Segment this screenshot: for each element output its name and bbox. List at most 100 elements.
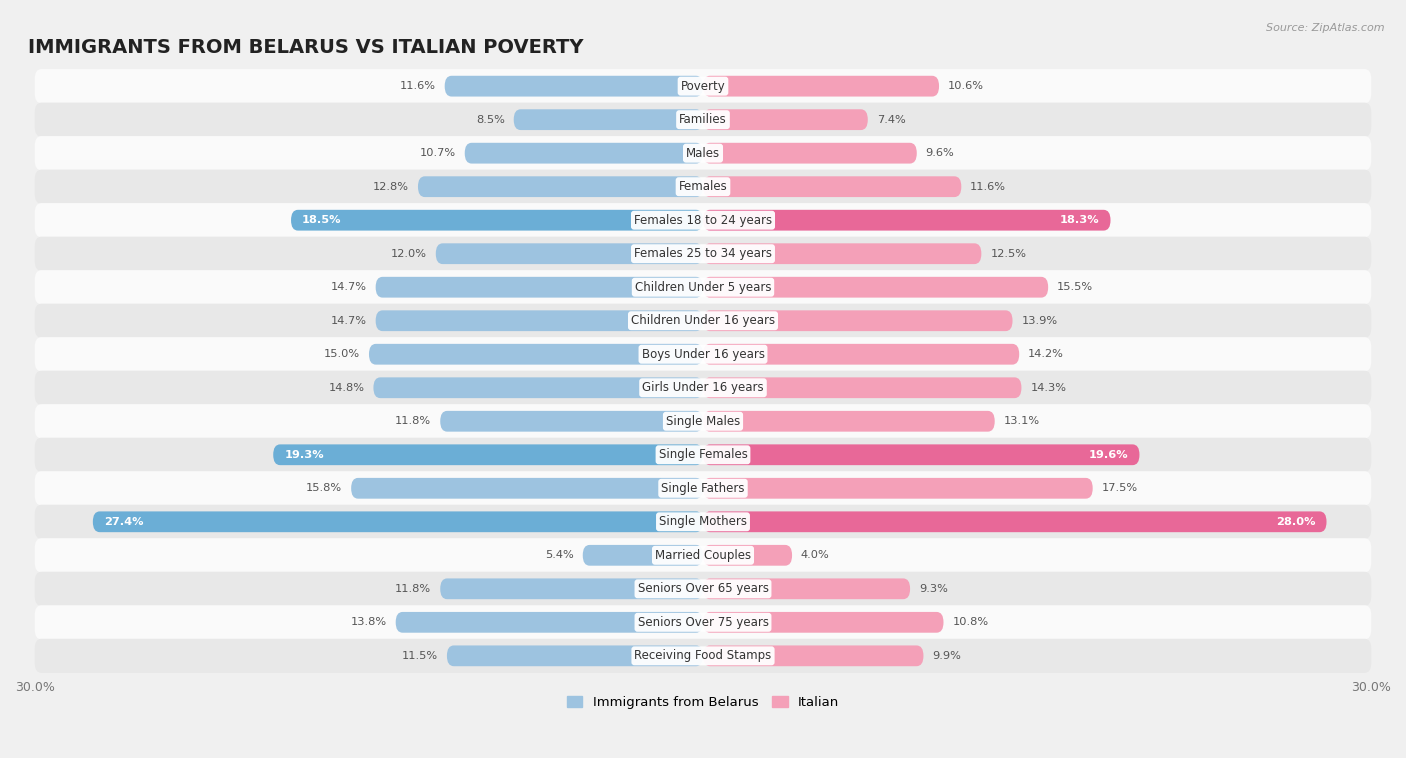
FancyBboxPatch shape [703,277,1047,298]
FancyBboxPatch shape [35,371,1371,405]
Text: 12.5%: 12.5% [990,249,1026,258]
Text: Females 25 to 34 years: Females 25 to 34 years [634,247,772,260]
Text: Married Couples: Married Couples [655,549,751,562]
Text: 11.8%: 11.8% [395,584,432,594]
FancyBboxPatch shape [35,136,1371,171]
Legend: Immigrants from Belarus, Italian: Immigrants from Belarus, Italian [561,691,845,714]
Text: 14.3%: 14.3% [1031,383,1066,393]
Text: 15.8%: 15.8% [307,484,342,493]
FancyBboxPatch shape [440,578,703,599]
FancyBboxPatch shape [35,639,1371,673]
FancyBboxPatch shape [35,102,1371,136]
Text: Single Males: Single Males [666,415,740,428]
FancyBboxPatch shape [35,270,1371,304]
FancyBboxPatch shape [35,572,1371,606]
FancyBboxPatch shape [582,545,703,565]
FancyBboxPatch shape [35,471,1371,506]
FancyBboxPatch shape [703,478,1092,499]
Text: Single Mothers: Single Mothers [659,515,747,528]
FancyBboxPatch shape [375,310,703,331]
FancyBboxPatch shape [703,177,962,197]
FancyBboxPatch shape [465,143,703,164]
FancyBboxPatch shape [513,109,703,130]
FancyBboxPatch shape [436,243,703,264]
Text: 15.0%: 15.0% [323,349,360,359]
Text: 17.5%: 17.5% [1102,484,1137,493]
Text: Receiving Food Stamps: Receiving Food Stamps [634,650,772,662]
FancyBboxPatch shape [35,236,1371,271]
FancyBboxPatch shape [35,337,1371,371]
FancyBboxPatch shape [703,109,868,130]
FancyBboxPatch shape [703,243,981,264]
FancyBboxPatch shape [35,505,1371,539]
Text: 18.3%: 18.3% [1060,215,1099,225]
Text: Single Females: Single Females [658,448,748,462]
Text: Females: Females [679,180,727,193]
Text: 14.8%: 14.8% [329,383,364,393]
FancyBboxPatch shape [418,177,703,197]
Text: 5.4%: 5.4% [546,550,574,560]
Text: IMMIGRANTS FROM BELARUS VS ITALIAN POVERTY: IMMIGRANTS FROM BELARUS VS ITALIAN POVER… [28,38,583,57]
Text: 11.8%: 11.8% [395,416,432,426]
FancyBboxPatch shape [368,344,703,365]
FancyBboxPatch shape [35,203,1371,237]
FancyBboxPatch shape [703,612,943,633]
Text: 14.2%: 14.2% [1028,349,1064,359]
FancyBboxPatch shape [703,143,917,164]
FancyBboxPatch shape [35,69,1371,103]
FancyBboxPatch shape [35,538,1371,572]
FancyBboxPatch shape [395,612,703,633]
FancyBboxPatch shape [440,411,703,431]
FancyBboxPatch shape [374,377,703,398]
FancyBboxPatch shape [35,605,1371,640]
Text: Families: Families [679,113,727,126]
Text: 9.6%: 9.6% [925,148,955,158]
FancyBboxPatch shape [444,76,703,96]
FancyBboxPatch shape [352,478,703,499]
Text: 13.1%: 13.1% [1004,416,1040,426]
Text: Seniors Over 65 years: Seniors Over 65 years [637,582,769,595]
FancyBboxPatch shape [35,437,1371,472]
Text: 12.8%: 12.8% [373,182,409,192]
Text: Poverty: Poverty [681,80,725,92]
Text: 4.0%: 4.0% [801,550,830,560]
Text: 10.7%: 10.7% [420,148,456,158]
Text: 9.3%: 9.3% [920,584,948,594]
Text: 10.8%: 10.8% [952,617,988,628]
FancyBboxPatch shape [703,444,1139,465]
Text: Children Under 16 years: Children Under 16 years [631,315,775,327]
Text: Single Fathers: Single Fathers [661,482,745,495]
Text: 14.7%: 14.7% [330,282,367,293]
Text: 27.4%: 27.4% [104,517,143,527]
FancyBboxPatch shape [291,210,703,230]
Text: 18.5%: 18.5% [302,215,342,225]
FancyBboxPatch shape [703,411,994,431]
FancyBboxPatch shape [35,404,1371,438]
FancyBboxPatch shape [703,578,910,599]
Text: Seniors Over 75 years: Seniors Over 75 years [637,615,769,629]
Text: Children Under 5 years: Children Under 5 years [634,280,772,293]
Text: 11.5%: 11.5% [402,651,439,661]
FancyBboxPatch shape [703,377,1021,398]
FancyBboxPatch shape [273,444,703,465]
Text: 12.0%: 12.0% [391,249,427,258]
Text: 19.3%: 19.3% [284,449,323,460]
FancyBboxPatch shape [375,277,703,298]
Text: Source: ZipAtlas.com: Source: ZipAtlas.com [1267,23,1385,33]
Text: 13.8%: 13.8% [350,617,387,628]
Text: 15.5%: 15.5% [1057,282,1094,293]
Text: 11.6%: 11.6% [970,182,1007,192]
FancyBboxPatch shape [703,512,1326,532]
FancyBboxPatch shape [703,545,792,565]
FancyBboxPatch shape [447,646,703,666]
FancyBboxPatch shape [703,210,1111,230]
FancyBboxPatch shape [703,344,1019,365]
Text: Females 18 to 24 years: Females 18 to 24 years [634,214,772,227]
Text: 10.6%: 10.6% [948,81,984,91]
Text: 28.0%: 28.0% [1275,517,1316,527]
Text: 7.4%: 7.4% [877,114,905,124]
Text: 9.9%: 9.9% [932,651,962,661]
FancyBboxPatch shape [93,512,703,532]
Text: Males: Males [686,147,720,160]
Text: 8.5%: 8.5% [477,114,505,124]
